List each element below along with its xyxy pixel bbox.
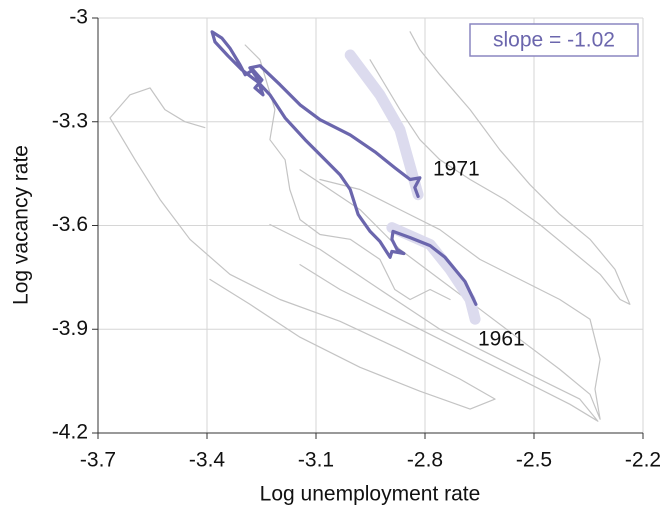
series-line	[244, 44, 451, 301]
y-tick-label: -3.9	[52, 317, 88, 340]
x-tick-label: -3.7	[80, 449, 116, 472]
y-tick-label: -3.6	[52, 213, 88, 236]
x-axis-label: Log unemployment rate	[260, 483, 481, 506]
y-tick-label: -3.3	[52, 109, 88, 132]
x-tick-label: -3.4	[189, 449, 226, 472]
series-line	[369, 31, 631, 305]
y-axis-label: Log vacancy rate	[10, 145, 33, 305]
x-tick-label: -2.8	[407, 449, 443, 472]
annotation: 1961	[478, 328, 525, 351]
series-line	[344, 49, 424, 201]
series-line	[269, 223, 599, 422]
series-line	[299, 169, 601, 420]
y-tick-label: -3	[69, 6, 88, 29]
plot-area: -3.7 -3.4 -3.1 -2.8 -2.5 -2.2 -3 -3.3 -3.6 -3.9 -4…	[52, 6, 661, 472]
annotation: 1971	[433, 158, 480, 181]
x-tick-label: -2.5	[516, 449, 552, 472]
x-tick-label: -2.2	[625, 449, 661, 472]
slope-box	[469, 23, 639, 57]
x-tick-label: -3.1	[298, 449, 334, 472]
series-line	[210, 30, 478, 306]
slope-label: slope = -1.02	[493, 29, 615, 52]
y-tick-label: -4.2	[52, 421, 88, 444]
series-line	[109, 87, 496, 410]
